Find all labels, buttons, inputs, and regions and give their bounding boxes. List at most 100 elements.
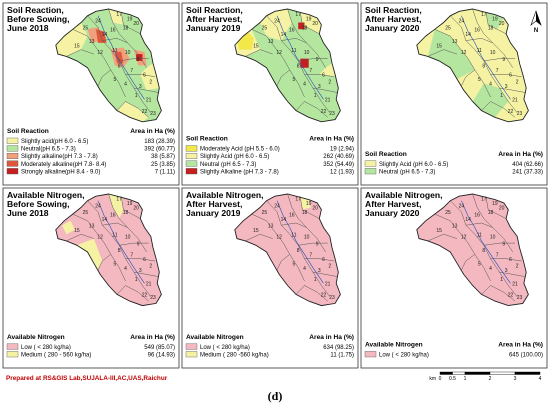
survey-number-label: 18 [488,25,494,31]
watershed-boundary [416,193,529,307]
survey-number-label: 21 [512,98,518,104]
legend-row: Moderately alkaline(pH 7.8- 8.4) 25 (3.85… [6,160,175,168]
survey-number-label: 23 [329,111,335,117]
survey-number-label: 22 [508,293,514,299]
zone-boundary [485,197,507,219]
survey-number-label: 10 [304,235,310,241]
survey-number-label: 6 [143,73,146,79]
legend-swatch [185,343,198,350]
legend-value-heading: Area in Ha (%) [498,151,543,158]
zone-boundary [121,197,141,219]
zone-boundary [483,58,515,62]
zone-boundary [465,38,493,44]
panel-an-2019: Available Nitrogen, After Harvest, January… [181,187,359,369]
survey-number-label: 4 [303,82,306,88]
legend: Available Nitrogen Area in Ha (%) Low ( < … [185,334,354,358]
watershed-boundary [416,8,529,123]
scale-segment [464,371,491,375]
legend-value: 7 (1.11) [155,169,175,175]
legend-swatch [364,351,377,358]
panel-sr-before: Soil Reaction, Before Sowing, June 2018171… [2,2,180,186]
survey-number-label: 1 [135,93,138,99]
survey-number-label: 25 [83,25,89,31]
watershed-map [55,9,162,122]
legend-heading: Soil Reaction [365,151,407,158]
legend: Soil Reaction Area in Ha (%) Slightly acid… [6,128,175,175]
survey-number-label: 6 [143,257,146,263]
survey-number-label: 14 [465,32,471,38]
survey-number-label: 24 [95,203,101,209]
survey-number-label: 15 [253,43,259,49]
legend-swatch [6,343,19,350]
panel-title-line: Available Nitrogen, [365,190,443,200]
zone-boundary [245,233,273,242]
survey-number-label: 4 [489,82,492,88]
zone-boundary [251,29,305,98]
legend-swatch [6,152,19,159]
zone-boundary [97,254,111,271]
survey-number-label: 8 [482,64,485,70]
zone-boundary [490,258,522,262]
legend-swatch [185,145,198,152]
survey-number-label: 14 [465,217,471,223]
survey-number-label: 18 [302,210,308,216]
map-zone [416,194,529,306]
zone-boundary [434,29,491,98]
survey-number-label: 13 [89,224,95,230]
panel-title: Soil Reaction, After Harvest, January 2019 [186,5,243,33]
survey-number-label: 18 [488,210,494,216]
survey-number-label: 8 [118,64,121,70]
survey-number-label: 7 [309,68,312,74]
survey-number-label: 17 [295,12,301,18]
legend: Available Nitrogen Area in Ha (%) Low ( < … [364,341,543,358]
survey-number-label: 14 [102,217,108,223]
panel-sr-2020: Soil Reaction, After Harvest, January 2020… [360,2,548,186]
figure-caption: (d) [268,389,283,403]
panel-title-line: Available Nitrogen, [186,190,264,200]
zone-boundary [287,194,326,253]
legend-label: Medium ( 280 -560 kg/ha) [200,352,269,358]
survey-number-label: 1 [314,277,317,283]
zone-boundary [427,49,458,57]
zone-boundary [66,233,94,242]
survey-number-label: 16 [110,212,116,218]
survey-number-label: 19 [306,201,312,207]
legend-row: Neutral (pH 6.5 - 7.3) 241 (37.33) [364,168,543,175]
survey-number-label: 9 [137,57,140,63]
survey-number-label: 17 [481,12,487,18]
zone-boundary [102,222,128,228]
drainage-line [276,15,324,100]
scale-unit: km [429,376,436,382]
survey-number-label: 25 [445,25,451,31]
north-label: N [534,28,538,34]
survey-number-label: 15 [74,228,80,234]
drainage-line [97,200,145,284]
legend-value: 634 (98.25) [323,345,354,351]
map-zone [117,101,149,122]
survey-number-label: 19 [127,16,133,22]
legend-row: Medium ( 280 -560 kg/ha) 11 (1.75) [185,351,354,358]
zone-boundary [276,69,290,86]
watershed-map [416,9,529,122]
survey-number-label: 21 [512,282,518,288]
legend-label: Slightly Alkaline (pH 7.3 - 7.8) [200,169,279,175]
map-zone [300,197,311,210]
survey-number-label: 1 [500,277,503,283]
legend-label: Low ( < 280 kg/ha) [379,352,429,358]
survey-number-label: 4 [124,82,127,88]
survey-number-label: 17 [295,197,301,203]
legend: Soil Reaction Area in Ha (%) Moderately Ac… [185,136,354,175]
survey-number-label: 9 [316,57,319,63]
survey-number-label: 18 [123,25,129,31]
survey-number-label: 25 [83,210,89,216]
legend-value-heading: Area in Ha (%) [130,334,175,341]
survey-number-label: 9 [137,241,140,247]
legend-row: Neutral (pH 6.5 - 7.3) 352 (54.49) [185,160,354,168]
panel-title-line: Soil Reaction, [7,5,64,15]
survey-number-label: 21 [146,282,152,288]
survey-number-label: 2 [328,80,331,86]
legend-label: Low ( < 280 kg/ha) [21,345,71,351]
survey-number-label: 5 [478,77,481,83]
watershed-map [416,194,529,306]
survey-number-label: 20 [312,206,318,212]
